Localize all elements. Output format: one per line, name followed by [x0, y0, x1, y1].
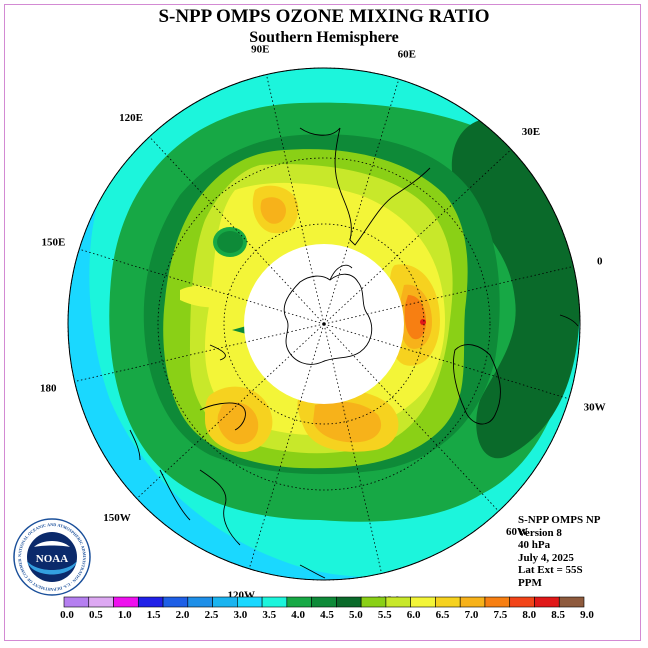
- noaa-logo: NOAA NATIONAL OCEANIC AND ATMOSPHERIC AD…: [12, 517, 91, 596]
- instrument-label: S-NPP OMPS NP: [518, 514, 601, 526]
- longitude-label: 90E: [251, 43, 269, 55]
- page-subtitle: Southern Hemisphere: [249, 29, 399, 46]
- colorbar-tick-label: 8.0: [522, 609, 536, 621]
- colorbar-tick-label: 0.5: [89, 609, 103, 621]
- meridian-line: [266, 74, 325, 325]
- meridian-line: [136, 323, 325, 499]
- meridian-line: [323, 266, 574, 325]
- colorbar-swatch: [509, 596, 535, 608]
- meridian-line: [149, 136, 325, 325]
- colorbar-tick-label: 5.0: [349, 609, 363, 621]
- colorbar-tick-label: 1.0: [118, 609, 132, 621]
- longitude-label: 60E: [398, 48, 416, 60]
- longitude-label: 180: [40, 383, 57, 395]
- colorbar-swatch: [484, 596, 511, 608]
- meridian-line: [248, 323, 325, 569]
- colorbar-swatch: [435, 596, 461, 608]
- colorbar-tick-label: 3.5: [262, 609, 276, 621]
- coastlines: [129, 127, 579, 579]
- colorbar-swatch: [187, 596, 213, 608]
- colorbar-swatch: [311, 596, 337, 608]
- colorbar-swatch: [336, 596, 362, 608]
- colorbar-swatch: [237, 596, 263, 608]
- colorbar-tick-label: 3.0: [233, 609, 247, 621]
- longitude-label: 120E: [119, 112, 143, 124]
- colorbar-tick-label: 5.5: [378, 609, 392, 621]
- longitude-label: 30E: [522, 126, 540, 138]
- south-pole-marker: [322, 322, 326, 326]
- longitude-label: 150W: [103, 512, 131, 524]
- colorbar-swatch: [261, 596, 288, 608]
- colorbar-swatch: [410, 596, 436, 608]
- image-border: [4, 4, 641, 641]
- meridian-line: [323, 323, 382, 574]
- meridian-line: [323, 323, 499, 512]
- colorbar-swatch: [137, 596, 164, 608]
- colorbar-swatch: [162, 596, 189, 608]
- colorbar-tick-label: 7.5: [493, 609, 507, 621]
- colorbar-tick-label: 4.5: [320, 609, 334, 621]
- colorbar-tick-label: 1.5: [147, 609, 161, 621]
- colorbar-swatch: [459, 596, 486, 608]
- date-label: July 4, 2025: [518, 551, 574, 564]
- meridian-line: [323, 79, 400, 325]
- colorbar-tick-label: 2.5: [205, 609, 219, 621]
- colorbar-swatch: [286, 596, 312, 608]
- longitude-label: 0: [597, 255, 603, 267]
- colorbar-swatch: [212, 596, 238, 608]
- level-label: 40 hPa: [518, 539, 551, 551]
- units-label: PPM: [518, 576, 542, 589]
- meridian-line: [323, 149, 512, 325]
- colorbar-swatch: [88, 596, 114, 608]
- map-outline: [67, 67, 581, 581]
- colorbar-swatch: [113, 596, 139, 608]
- page-title: S-NPP OMPS OZONE MIXING RATIO: [158, 6, 490, 27]
- colorbar-tick-label: 2.0: [176, 609, 190, 621]
- version-label: Version 8: [518, 526, 562, 539]
- colorbar-tick-label: 4.0: [291, 609, 305, 621]
- colorbar-tick-label: 6.5: [436, 609, 450, 621]
- colorbar-swatch: [558, 596, 585, 608]
- meridian-line: [323, 323, 569, 400]
- lat-ext-label: Lat Ext = 55S: [518, 564, 583, 576]
- logo-text: NOAA: [36, 553, 68, 565]
- colorbar-swatch: [63, 596, 90, 608]
- colorbar: 0.0 0.5 1.0 1.5 2.0 2.5 3.0 3.5 4.0 4.5 5.0 5.5 6.0 6…: [60, 596, 594, 621]
- longitude-label: 150E: [41, 236, 65, 248]
- product-info: S-NPP OMPS NP Version 8 40 hPa July 4, 2…: [518, 514, 601, 589]
- colorbar-tick-label: 6.0: [407, 609, 421, 621]
- colorbar-swatch: [534, 596, 560, 608]
- colorbar-tick-label: 7.0: [465, 609, 479, 621]
- meridians: [74, 74, 574, 574]
- colorbar-tick-label: 8.5: [551, 609, 565, 621]
- colorbar-swatch: [360, 596, 387, 608]
- meridian-line: [74, 323, 325, 382]
- longitude-label: 30W: [584, 402, 606, 414]
- colorbar-tick-label: 9.0: [580, 609, 594, 621]
- meridian-line: [79, 248, 325, 325]
- colorbar-tick-label: 0.0: [60, 609, 74, 621]
- colorbar-swatch: [385, 596, 411, 608]
- longitude-label: 60W: [506, 526, 528, 538]
